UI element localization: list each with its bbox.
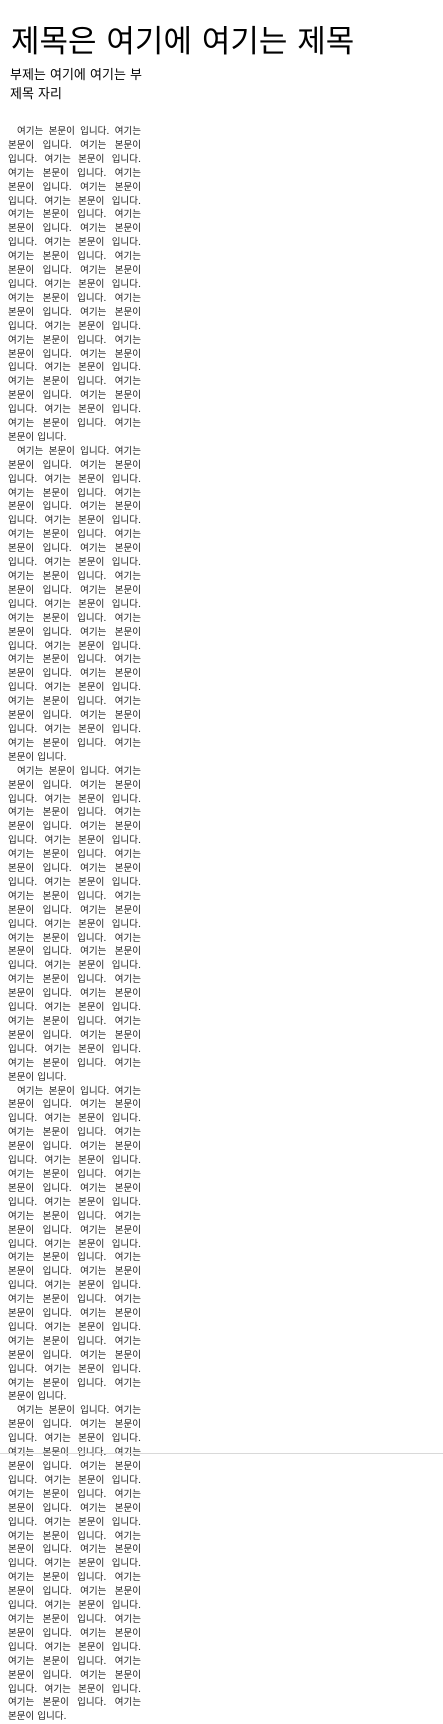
page-bottom-divider (0, 1453, 443, 1454)
page-title: 제목은 여기에 여기는 제목 (11, 24, 355, 60)
body-paragraph-4: 여기는 본문이 입니다. 여기는 본문이 입니다. 여기는 본문이 입니다. 여… (8, 1085, 141, 1403)
body-paragraph-2: 여기는 본문이 입니다. 여기는 본문이 입니다. 여기는 본문이 입니다. 여… (8, 445, 141, 763)
body-paragraph-1: 여기는 본문이 입니다. 여기는 본문이 입니다. 여기는 본문이 입니다. 여… (8, 126, 141, 443)
page-subtitle: 부제는 여기에 여기는 부제목 자리 (10, 68, 142, 102)
body-text: 여기는 본문이 입니다. 여기는 본문이 입니다. 여기는 본문이 입니다. 여… (8, 125, 141, 1724)
body-paragraph-3: 여기는 본문이 입니다. 여기는 본문이 입니다. 여기는 본문이 입니다. 여… (8, 765, 141, 1083)
document-page: 제목은 여기에 여기는 제목 부제는 여기에 여기는 부제목 자리 여기는 본문… (0, 24, 443, 1722)
